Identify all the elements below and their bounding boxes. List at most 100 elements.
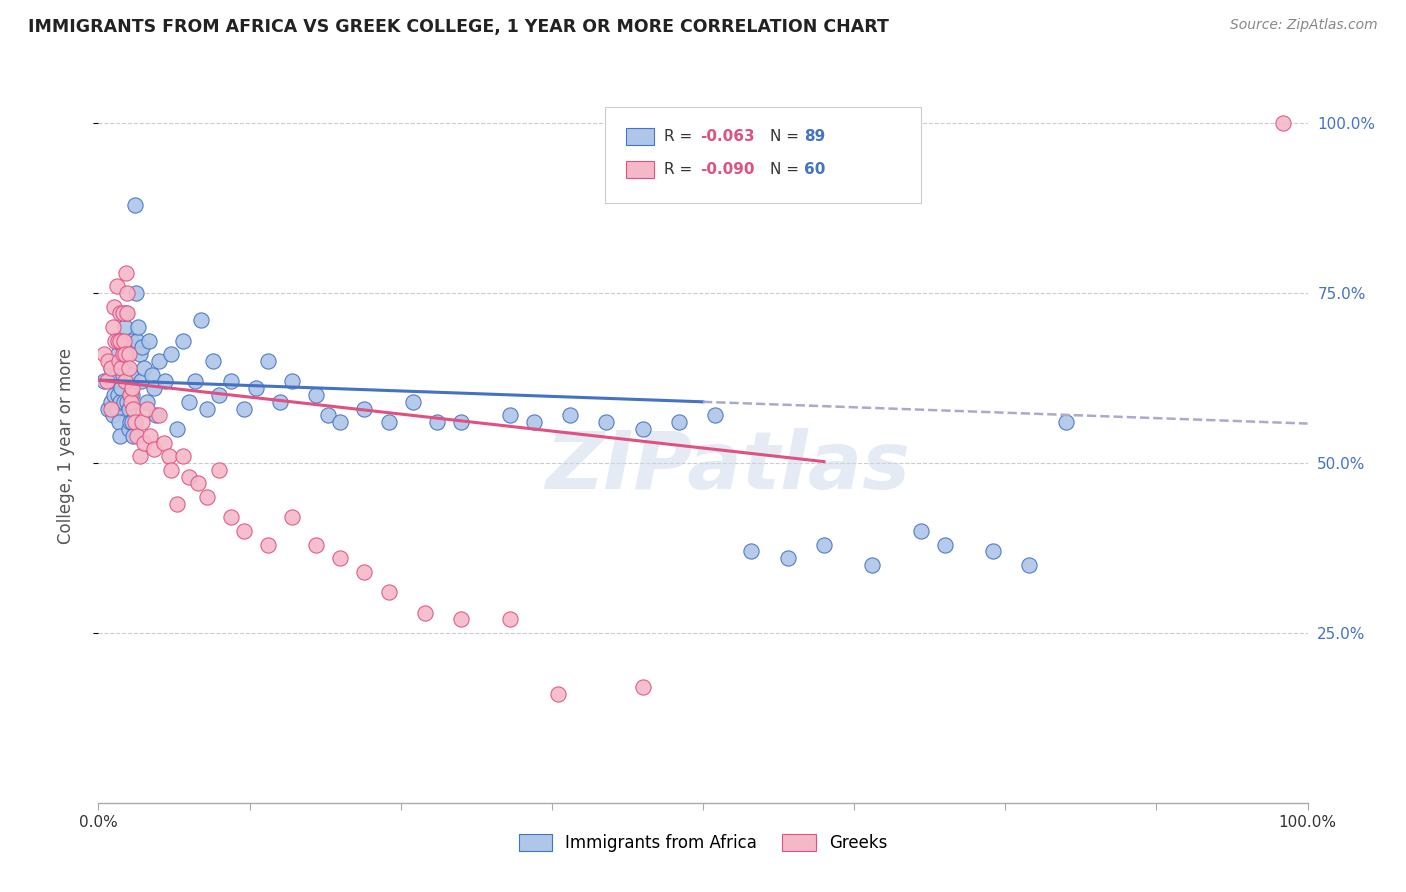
Point (813, 537, 835, 551)
Point (157, 449, 180, 463)
Point (160, 347, 183, 361)
Point (100, 360, 122, 375)
Point (118, 415, 141, 429)
Point (138, 334, 160, 348)
Point (172, 449, 194, 463)
Point (93, 375, 115, 389)
Point (160, 463, 183, 477)
Point (108, 334, 131, 348)
Point (910, 524, 932, 538)
Text: IMMIGRANTS FROM AFRICA VS GREEK COLLEGE, 1 YEAR OR MORE CORRELATION CHART: IMMIGRANTS FROM AFRICA VS GREEK COLLEGE,… (28, 18, 889, 36)
Point (114, 347, 136, 361)
Point (121, 388, 143, 402)
Point (143, 442, 166, 457)
Point (139, 429, 162, 443)
Text: ZIPatlas: ZIPatlas (544, 428, 910, 507)
Point (208, 388, 231, 402)
Point (148, 409, 170, 423)
Point (118, 422, 141, 436)
Point (131, 341, 153, 355)
Text: -0.090: -0.090 (700, 162, 755, 177)
Point (112, 394, 135, 409)
Point (245, 381, 267, 395)
Point (118, 401, 141, 416)
Point (110, 381, 132, 395)
Point (402, 394, 425, 409)
Point (105, 279, 128, 293)
Legend: Immigrants from Africa, Greeks: Immigrants from Africa, Greeks (512, 827, 894, 859)
Point (523, 415, 546, 429)
Point (134, 435, 156, 450)
Point (172, 334, 194, 348)
Point (112, 334, 135, 348)
Point (256, 537, 278, 551)
Y-axis label: College, 1 year or more: College, 1 year or more (56, 348, 75, 544)
Point (1054, 415, 1077, 429)
Point (112, 334, 135, 348)
Point (127, 334, 149, 348)
Point (101, 320, 124, 334)
Point (377, 415, 399, 429)
Point (128, 347, 150, 361)
Point (110, 354, 132, 368)
Point (107, 347, 129, 361)
Point (305, 388, 328, 402)
Point (353, 401, 375, 416)
Point (190, 313, 212, 327)
Point (105, 401, 128, 416)
Point (111, 347, 134, 361)
Point (122, 401, 145, 416)
Point (125, 286, 148, 301)
Point (108, 394, 131, 409)
Point (353, 565, 375, 579)
Point (97, 401, 120, 416)
Point (179, 394, 201, 409)
Point (115, 306, 138, 320)
Point (118, 388, 141, 402)
Point (93, 347, 115, 361)
Point (776, 551, 799, 566)
Point (141, 368, 163, 382)
Point (166, 422, 188, 436)
Point (101, 375, 124, 389)
Point (450, 415, 472, 429)
Text: N =: N = (770, 162, 804, 177)
Point (631, 422, 654, 436)
Point (1018, 558, 1040, 572)
Point (704, 409, 727, 423)
Point (108, 415, 131, 429)
Point (120, 368, 142, 382)
Point (152, 435, 174, 450)
Point (115, 375, 138, 389)
Point (135, 394, 157, 409)
Point (1272, 116, 1295, 130)
Point (108, 306, 131, 320)
Point (143, 381, 166, 395)
Point (329, 415, 352, 429)
Point (105, 368, 128, 382)
Point (120, 394, 142, 409)
Point (128, 449, 150, 463)
Point (111, 341, 134, 355)
Point (179, 469, 201, 483)
Point (450, 612, 472, 626)
Point (129, 375, 152, 389)
Point (413, 606, 436, 620)
Point (595, 415, 617, 429)
Point (329, 551, 352, 566)
Point (668, 415, 690, 429)
Text: Source: ZipAtlas.com: Source: ZipAtlas.com (1230, 18, 1378, 32)
Point (153, 375, 176, 389)
Point (117, 286, 139, 301)
Point (118, 388, 141, 402)
Point (934, 537, 956, 551)
Point (100, 360, 122, 375)
Point (269, 394, 291, 409)
Point (281, 510, 304, 524)
Point (145, 409, 167, 423)
Text: R =: R = (664, 162, 697, 177)
Text: N =: N = (770, 129, 804, 144)
Point (134, 360, 156, 375)
Point (221, 375, 243, 389)
Point (202, 354, 225, 368)
